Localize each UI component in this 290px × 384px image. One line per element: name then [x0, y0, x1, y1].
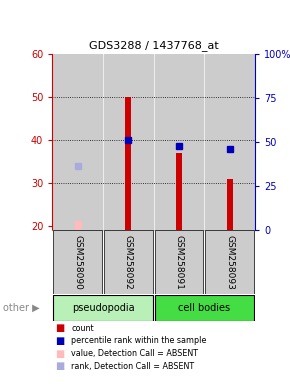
Bar	[227, 179, 233, 230]
Title: GDS3288 / 1437768_at: GDS3288 / 1437768_at	[89, 40, 219, 51]
Text: ■: ■	[55, 323, 64, 333]
Bar	[205, 230, 254, 294]
Bar	[53, 295, 153, 321]
Text: value, Detection Call = ABSENT: value, Detection Call = ABSENT	[71, 349, 198, 358]
Text: ■: ■	[55, 349, 64, 359]
Bar	[155, 54, 203, 230]
Text: rank, Detection Call = ABSENT: rank, Detection Call = ABSENT	[71, 362, 194, 371]
Text: cell bodies: cell bodies	[178, 303, 231, 313]
Bar	[155, 230, 203, 294]
Text: pseudopodia: pseudopodia	[72, 303, 134, 313]
Text: ■: ■	[55, 361, 64, 371]
Text: GSM258090: GSM258090	[73, 235, 82, 290]
Text: ■: ■	[55, 336, 64, 346]
Bar	[176, 153, 182, 230]
Bar	[205, 54, 254, 230]
Bar	[104, 54, 153, 230]
Bar	[75, 224, 81, 230]
Bar	[53, 230, 102, 294]
Text: GSM258093: GSM258093	[225, 235, 234, 290]
Bar	[104, 230, 153, 294]
Bar	[53, 54, 102, 230]
Text: GSM258092: GSM258092	[124, 235, 133, 290]
Text: other ▶: other ▶	[3, 303, 39, 313]
Text: count: count	[71, 324, 94, 333]
Bar	[125, 97, 131, 230]
Text: GSM258091: GSM258091	[175, 235, 184, 290]
Bar	[155, 295, 254, 321]
Text: percentile rank within the sample: percentile rank within the sample	[71, 336, 206, 346]
